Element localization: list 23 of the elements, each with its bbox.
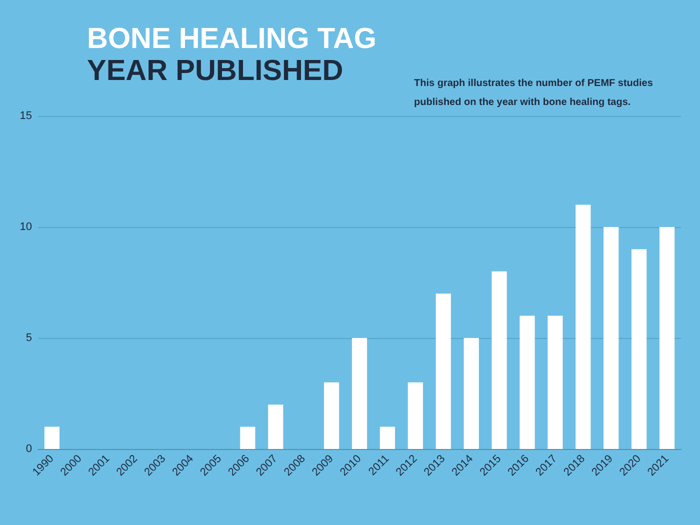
chart-title: BONE HEALING TAG <box>87 23 376 55</box>
y-tick-label: 5 <box>26 332 32 344</box>
bar <box>576 204 591 449</box>
text: This graph illustrates the number of PEMF studies published on the year with bone healing tags. <box>414 78 656 108</box>
bar <box>604 227 619 449</box>
bar <box>324 382 340 449</box>
bar <box>632 249 647 449</box>
bar <box>659 227 675 449</box>
bar <box>548 316 563 449</box>
bar <box>464 338 479 449</box>
bar <box>44 426 60 449</box>
chart-subtitle: YEAR PUBLISHED <box>87 55 344 87</box>
bar <box>380 426 396 449</box>
bar <box>492 271 507 449</box>
bar <box>520 316 535 449</box>
bar <box>352 338 368 449</box>
y-tick-label: 10 <box>20 221 32 233</box>
bar <box>436 294 451 449</box>
y-tick-label: 0 <box>26 443 32 455</box>
y-tick-label: 15 <box>20 110 32 122</box>
bar <box>240 426 256 449</box>
bar <box>268 404 284 449</box>
bar <box>408 382 423 449</box>
